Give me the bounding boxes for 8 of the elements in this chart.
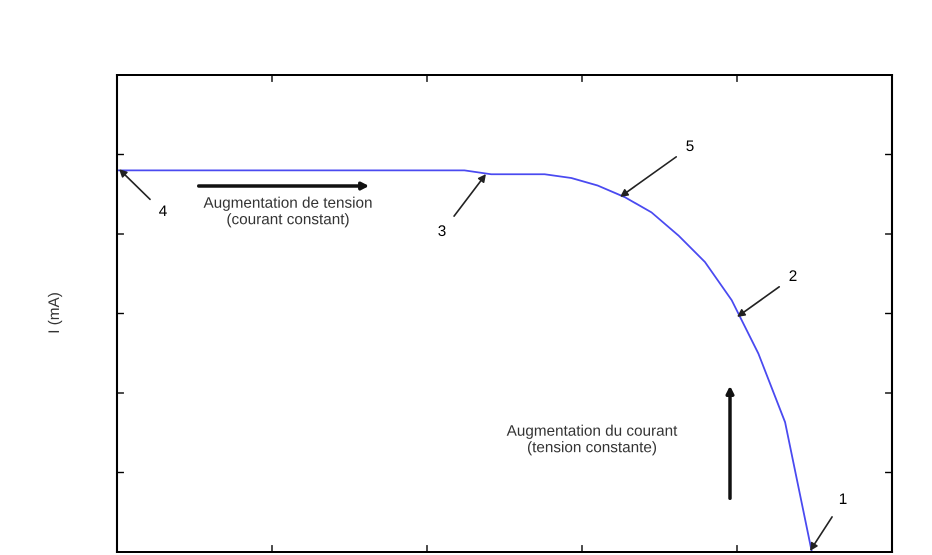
annotation: Augmentation de tension (courant constant) [204, 196, 372, 228]
annotation: 3 [438, 225, 446, 236]
annotation: 4 [159, 205, 167, 216]
annotation: 2 [790, 270, 796, 281]
y-axis-title: I (mA) [48, 293, 62, 332]
annotation: 1 [840, 493, 847, 504]
annotation: Augmentation du courant (tension constante) [506, 424, 678, 456]
text: 5 [686, 140, 694, 152]
